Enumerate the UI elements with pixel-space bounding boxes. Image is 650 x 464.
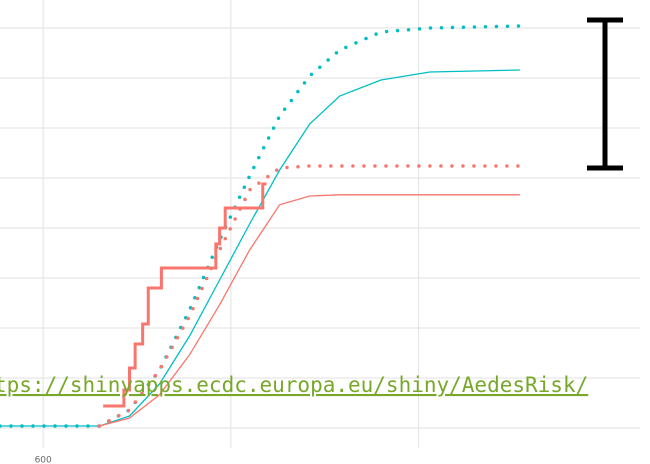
series-line: [99, 194, 520, 427]
error-bar: [587, 17, 623, 171]
series-line: [0, 69, 520, 427]
series-line: [97, 164, 522, 428]
url-link[interactable]: tps://shinyapps.ecdc.europa.eu/shiny/Aed…: [0, 373, 588, 397]
panel: [0, 0, 640, 448]
series-line: [103, 182, 267, 408]
x-tick-label: 600: [35, 456, 52, 464]
